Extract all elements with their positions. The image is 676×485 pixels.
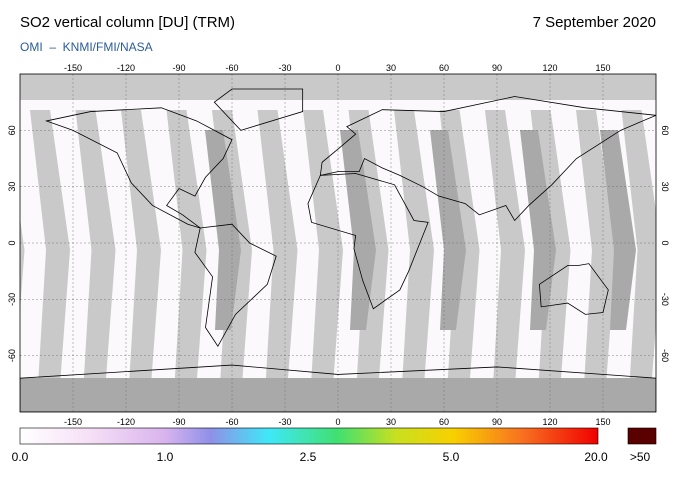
lon-tick-label: 150 (595, 63, 610, 73)
lon-tick-label: -60 (225, 417, 238, 427)
subtitle: OMI – KNMI/FMI/NASA (20, 40, 153, 54)
map-frame (19, 73, 657, 413)
lon-tick-label: 90 (492, 63, 502, 73)
lon-tick-label: -90 (172, 63, 185, 73)
colorbar-label: 0.0 (12, 450, 29, 464)
lon-tick-label: -30 (278, 417, 291, 427)
lat-tick-label: 0 (660, 240, 670, 245)
dark-band (340, 130, 376, 330)
orbit-gap (485, 110, 525, 385)
dark-band (520, 130, 556, 330)
lon-tick-label: -90 (172, 417, 185, 427)
coastline (307, 173, 429, 310)
lat-tick-label: 60 (660, 125, 670, 135)
colorbar-label: 2.5 (300, 450, 317, 464)
lon-tick-label: 30 (386, 417, 396, 427)
coastline (319, 96, 656, 222)
lon-tick-label: -150 (64, 417, 82, 427)
colorbar-label: 20.0 (584, 450, 608, 464)
orbit-gap (576, 110, 616, 385)
date: 7 September 2020 (533, 14, 656, 31)
coastline (213, 88, 304, 131)
coastline (45, 107, 233, 229)
lon-tick-label: -60 (225, 63, 238, 73)
lon-tick-label: -30 (278, 63, 291, 73)
orbit-gap (667, 110, 676, 385)
lat-tick-label: 30 (7, 182, 17, 192)
colorbar (19, 427, 599, 445)
orbit-gap (75, 110, 116, 385)
coastline (194, 223, 277, 348)
coastline (538, 263, 609, 315)
orbit-gap (394, 110, 434, 385)
title: SO2 vertical column [DU] (TRM) (20, 14, 235, 31)
orbit-gap (30, 110, 70, 385)
lon-tick-label: 30 (386, 63, 396, 73)
lon-tick-label: -120 (117, 63, 135, 73)
orbit-gap (20, 218, 25, 311)
lon-tick-label: 120 (542, 417, 557, 427)
orbit-gap (121, 110, 161, 385)
lat-tick-label: 30 (660, 182, 670, 192)
lon-tick-label: 150 (595, 417, 610, 427)
map (20, 74, 676, 412)
lon-tick-label: 60 (439, 417, 449, 427)
lat-tick-label: -30 (7, 293, 17, 306)
orbit-gap (621, 110, 656, 385)
lat-tick-label: 0 (7, 240, 17, 245)
lon-tick-label: 0 (335, 63, 340, 73)
colorbar-label: 5.0 (443, 450, 460, 464)
dark-band (430, 130, 466, 330)
lon-tick-label: -120 (117, 417, 135, 427)
dark-band (600, 130, 636, 330)
lon-tick-label: -150 (64, 63, 82, 73)
colorbar-overflow (627, 427, 657, 445)
lon-tick-label: 0 (335, 417, 340, 427)
lat-tick-label: -60 (7, 349, 17, 362)
coastline (20, 364, 656, 412)
lat-tick-label: 60 (7, 125, 17, 135)
lon-tick-label: 120 (542, 63, 557, 73)
orbit-gap (257, 110, 298, 385)
lat-tick-label: -30 (660, 293, 670, 306)
orbit-gap (166, 110, 207, 385)
lon-tick-label: 60 (439, 63, 449, 73)
colorbar-label: 1.0 (157, 450, 174, 464)
lat-tick-label: -60 (660, 349, 670, 362)
lon-tick-label: 90 (492, 417, 502, 427)
overflow-label: >50 (630, 450, 651, 464)
orbit-gap (303, 110, 343, 385)
